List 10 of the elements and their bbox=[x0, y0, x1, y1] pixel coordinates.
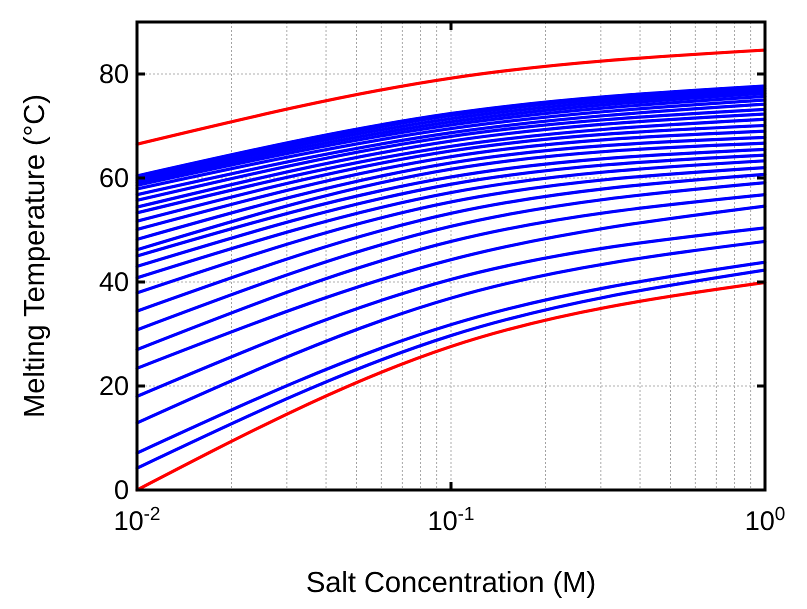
x-tick-label: 10$^{-1}$ bbox=[428, 504, 474, 536]
x-tick-label: 10$^{-2}$ bbox=[114, 504, 160, 536]
x-tick-label: 10$^{0}$ bbox=[744, 504, 786, 536]
y-axis-title: Melting Temperature (°C) bbox=[19, 94, 51, 418]
y-tick-label: 20 bbox=[98, 371, 129, 401]
x-axis-title: Salt Concentration (M) bbox=[306, 567, 596, 599]
y-tick-label: 40 bbox=[98, 267, 129, 297]
y-tick-label: 60 bbox=[98, 163, 129, 193]
y-tick-label: 0 bbox=[114, 475, 129, 505]
y-tick-label: 80 bbox=[98, 59, 129, 89]
